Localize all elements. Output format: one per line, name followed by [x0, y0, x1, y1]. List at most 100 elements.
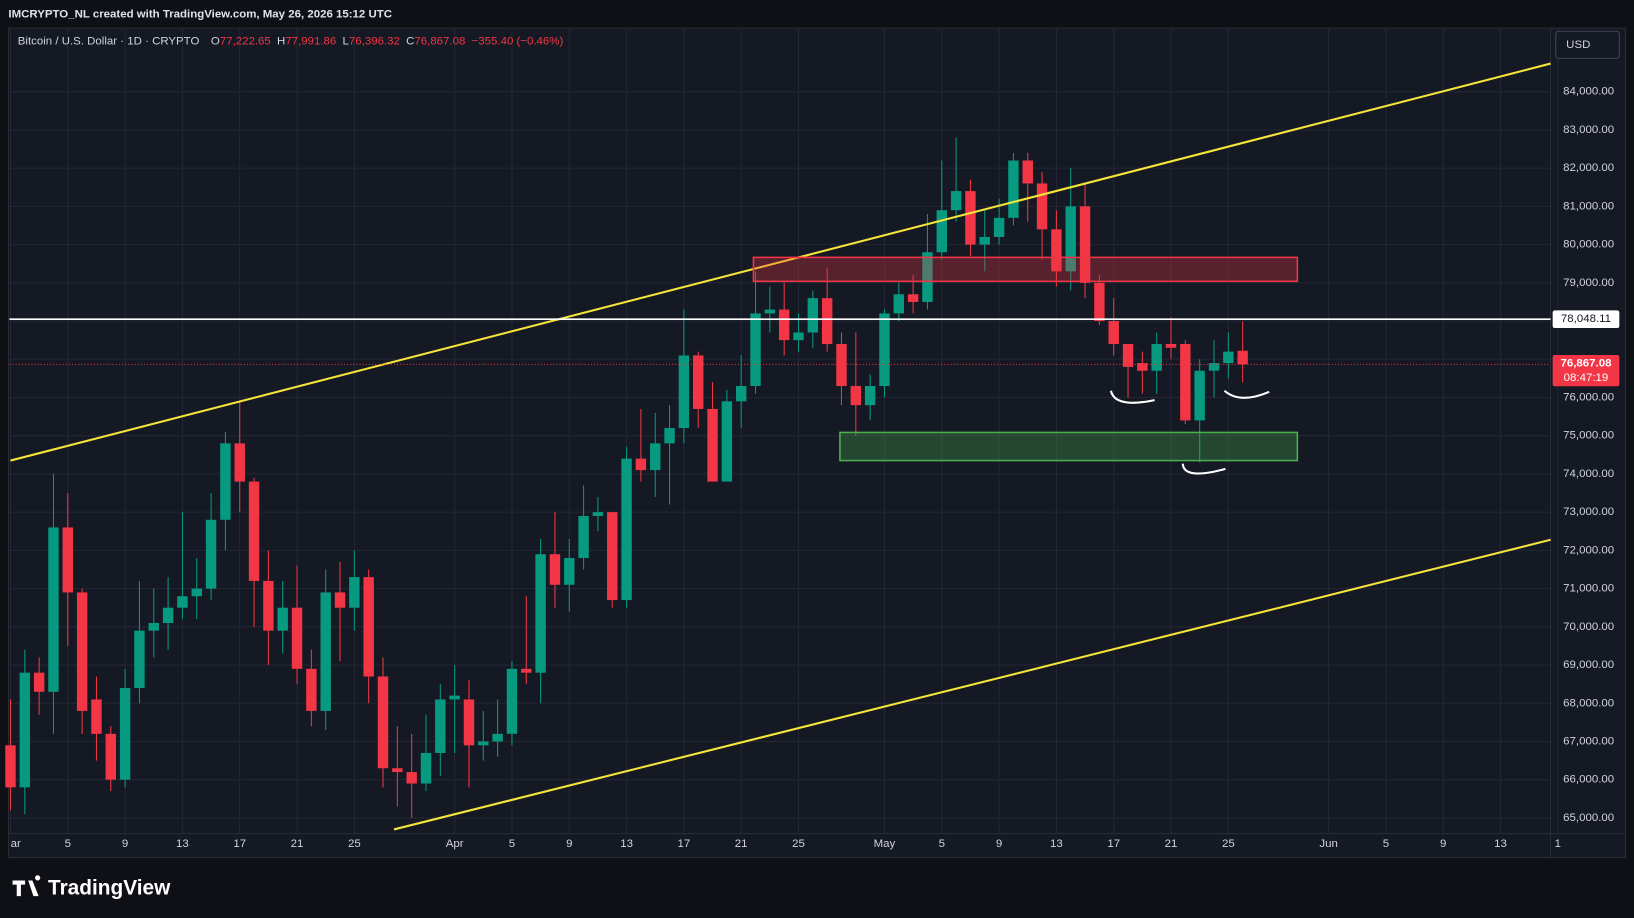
countdown: 08:47:19	[1564, 372, 1609, 384]
candle-body	[435, 699, 446, 753]
resistance-zone	[752, 256, 1299, 283]
candle-body	[1237, 350, 1248, 365]
x-tick-label: Apr	[446, 838, 464, 850]
candle-body	[277, 607, 288, 631]
header-title: IMCRYPTO_NL created with TradingView.com…	[8, 9, 392, 21]
x-tick-label: 13	[176, 838, 189, 850]
candle-body	[850, 386, 862, 406]
candle-body	[1022, 160, 1033, 184]
candle-body	[1079, 206, 1091, 283]
currency-label[interactable]: USD	[1566, 39, 1590, 51]
candle-body	[1151, 343, 1162, 371]
candle-body	[936, 210, 947, 253]
last-price-tag	[1552, 354, 1620, 387]
x-tick-label: Jun	[1319, 838, 1337, 850]
candles	[5, 137, 1248, 818]
trend-line-upper	[10, 62, 1551, 462]
price-line-label: 78,048.11	[1561, 313, 1611, 325]
candle-body	[234, 443, 245, 482]
x-tick-label: 25	[792, 838, 805, 850]
candle-body	[205, 519, 217, 589]
legend-value: 77,222.65	[220, 36, 271, 48]
candle-body	[406, 772, 417, 784]
candle-body	[363, 577, 374, 677]
y-tick-label: 66,000.00	[1563, 774, 1614, 786]
candle-body	[521, 668, 532, 673]
x-tick-label: 17	[1107, 838, 1120, 850]
candle-body	[1108, 321, 1119, 344]
legend-change: −355.40 (−0.46%)	[472, 36, 564, 48]
candle-body	[864, 386, 876, 406]
price-line-tag	[1552, 310, 1620, 329]
candle-body	[592, 512, 604, 516]
candle-body	[1065, 206, 1076, 272]
candle-body	[349, 577, 360, 608]
y-tick-label: 75,000.00	[1563, 430, 1614, 442]
candle-body	[506, 668, 518, 734]
x-tick-label: 9	[122, 838, 128, 850]
y-tick-label: 79,000.00	[1563, 277, 1614, 289]
candle-body	[248, 481, 260, 581]
y-tick-label: 72,000.00	[1563, 544, 1614, 556]
drawing-curve	[1223, 389, 1270, 399]
y-tick-label: 84,000.00	[1563, 86, 1614, 98]
y-tick-label: 76,000.00	[1563, 392, 1614, 404]
candle-body	[449, 695, 460, 700]
x-tick-label: 5	[509, 838, 515, 850]
y-tick-label: 69,000.00	[1563, 659, 1614, 671]
candle-body	[635, 458, 647, 471]
x-tick-label: 13	[1494, 838, 1507, 850]
candle-body	[148, 622, 159, 631]
x-tick-label: 17	[233, 838, 246, 850]
x-tick-label: 13	[620, 838, 633, 850]
candle-body	[793, 332, 804, 341]
candle-body	[993, 217, 1005, 237]
y-tick-label: 80,000.00	[1563, 239, 1614, 251]
candle-body	[19, 672, 31, 788]
currency-button[interactable]	[1555, 30, 1620, 59]
candle-body	[420, 752, 432, 784]
candle-body	[707, 408, 718, 482]
candle-body	[1137, 363, 1148, 371]
candle-body	[950, 191, 962, 211]
candle-body	[564, 558, 575, 585]
legend-value: 77,991.86	[285, 36, 336, 48]
drawing-curve	[1181, 463, 1226, 475]
candle-body	[721, 401, 733, 482]
candle-body	[162, 607, 174, 623]
chart-panel	[7, 27, 1627, 859]
y-tick-label: 73,000.00	[1563, 506, 1614, 518]
candle-body	[578, 515, 589, 559]
candle-body	[377, 676, 389, 769]
candle-body	[965, 191, 976, 245]
overlay: 78,048.11 76,867.08 08:47:19	[9, 310, 1620, 387]
x-tick-label: 5	[939, 838, 945, 850]
y-tick-label: 82,000.00	[1563, 162, 1614, 174]
logo-icon	[12, 875, 41, 897]
x-tick-label: 1	[1555, 838, 1561, 850]
candle-body	[1194, 370, 1205, 421]
candle-body	[607, 512, 618, 601]
candle-body	[392, 768, 403, 773]
legend-symbol: Bitcoin / U.S. Dollar · 1D · CRYPTO	[18, 36, 200, 48]
candle-body	[320, 592, 331, 711]
candle-body	[1094, 282, 1105, 322]
x-tick-label: 21	[1165, 838, 1178, 850]
candle-body	[893, 294, 905, 314]
x-tick-label: 13	[1050, 838, 1063, 850]
candle-body	[807, 298, 819, 333]
candle-body	[134, 630, 145, 688]
candle-body	[1051, 229, 1062, 272]
x-tick-label: 25	[1222, 838, 1235, 850]
candle-body	[91, 699, 102, 734]
candle-body	[750, 313, 761, 387]
candle-body	[119, 687, 131, 780]
legend-key: L	[343, 36, 349, 48]
candle-body	[263, 580, 274, 631]
y-tick-label: 83,000.00	[1563, 124, 1614, 136]
candle-body	[105, 733, 116, 780]
drawing-curve	[1109, 390, 1155, 404]
x-tick-label: 25	[348, 838, 361, 850]
